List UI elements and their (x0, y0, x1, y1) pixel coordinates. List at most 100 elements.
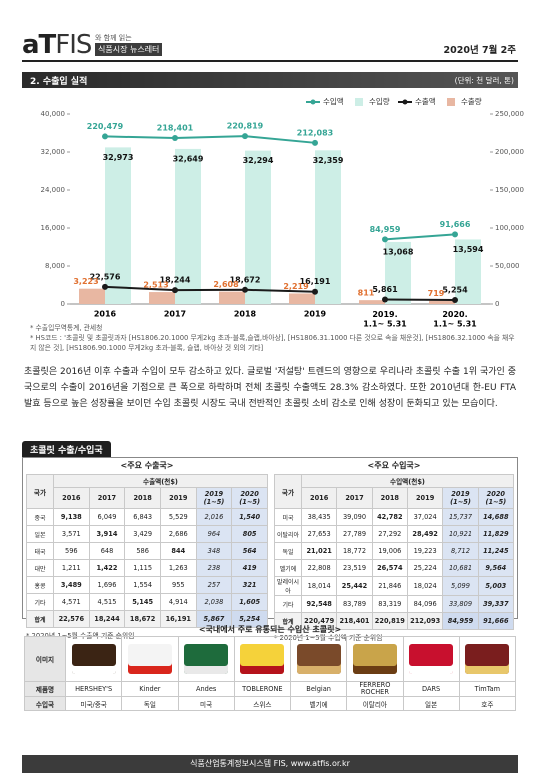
table-row: 독일 21,021 18,772 19,006 19,223 8,712 11,245 (274, 542, 515, 560)
data-label: 220,819 (227, 122, 264, 131)
table-cell: 2,686 (159, 525, 197, 543)
x-tick-label: 2018 (234, 310, 257, 319)
legend-label: 수입액 (323, 96, 344, 106)
legend-label: 수입량 (369, 97, 390, 106)
table-cell: 1,115 (124, 559, 161, 577)
line (384, 233, 456, 241)
y2-tick-label: 250,000 (495, 110, 524, 118)
product-image (127, 644, 172, 674)
bar (149, 292, 175, 304)
section-bar (22, 72, 518, 88)
table-cell: 1,422 (88, 559, 126, 577)
table-cell: 4,571 (53, 593, 90, 611)
row-header: 중국 (26, 508, 54, 526)
header-row: 국가 수출액(천$) (26, 474, 268, 509)
table-cell: 15,737 (442, 508, 479, 526)
row-header: 일본 (26, 525, 54, 543)
table-cell: 18,772 (336, 542, 373, 560)
body-paragraph: 초콜릿은 2016년 이후 수출과 수입이 모두 감소하고 있다. 글로벌 '저… (24, 367, 516, 409)
table-cell: 83,789 (336, 595, 373, 613)
data-label: 719 (428, 289, 445, 298)
header-row: 국가 수입액(천$) (274, 474, 514, 509)
table-cell: 4,914 (159, 593, 197, 611)
table-cell: 5,254 (231, 610, 268, 628)
table-cell: 16,191 (159, 610, 197, 628)
table-cell: 4,515 (88, 593, 126, 611)
y2-tick-label: 0 (495, 300, 499, 308)
table-cell: 3,429 (124, 525, 161, 543)
bar (385, 241, 411, 304)
row-header: 말레이시아 (274, 576, 302, 596)
value-header: 수출액(천$) (53, 474, 268, 488)
product-name: DARS (402, 681, 460, 697)
table-row: 벨기에 22,808 23,519 26,574 25,224 10,681 9,564 (274, 559, 515, 577)
table-cell: 6,843 (124, 508, 161, 526)
table-cell: 38,435 (300, 508, 338, 526)
table-cell: 5,529 (159, 508, 197, 526)
data-label: 5,254 (442, 286, 468, 295)
row-header: 미국 (274, 508, 302, 526)
y-tick-label: 16,000 (41, 224, 66, 232)
section-title: 2. 수출입 실적 (30, 77, 88, 87)
data-label: 18,672 (230, 275, 261, 284)
country-header: 국가 (274, 474, 302, 509)
product-name: Belgian (289, 681, 348, 697)
table-cell: 238 (195, 559, 233, 577)
legend-item: 수출량 (447, 96, 482, 106)
product-image-cell (233, 636, 292, 682)
table-row: 대만 1,211 1,422 1,115 1,263 238 419 (26, 559, 268, 577)
line-marker (172, 135, 178, 142)
bar (315, 150, 341, 304)
table-cell: 5,145 (124, 593, 161, 611)
tables-box (22, 457, 518, 619)
table-cell: 596 (53, 542, 90, 560)
table-cell: 564 (231, 542, 268, 560)
row-header: 태국 (26, 542, 54, 560)
row-header: 대만 (26, 559, 54, 577)
product-name: HERSHEY'S (64, 681, 123, 697)
product-image (296, 644, 341, 674)
country-table: 국가 수출액(천$) 2016 2017 2018 2019 2019 (1~5) 2020 … (26, 474, 268, 628)
table-row: 합계 22,576 18,244 18,672 16,191 5,867 5,254 (26, 610, 268, 628)
table-cell: 586 (124, 542, 161, 560)
product-image-cell (458, 636, 517, 682)
table-cell: 25,442 (336, 576, 373, 596)
year-header: 2018 (124, 487, 161, 509)
data-label: 13,594 (453, 245, 484, 254)
y-tick-label: 24,000 (41, 186, 66, 194)
data-label: 2,608 (213, 280, 239, 289)
table-row: 태국 596 648 586 844 348 564 (26, 542, 268, 560)
data-label: 218,401 (157, 124, 194, 133)
product-name: TimTam (458, 681, 517, 697)
table-cell: 348 (195, 542, 233, 560)
note: * HS코드 : '초콜릿 및 초콜릿과자 [HS1806.20.1000 무게… (30, 334, 515, 352)
unit-label: (단위: 천 달러, 톤) (454, 76, 514, 85)
newsletter-name: 식품시장 뉴스레터 (95, 43, 163, 56)
product-image (409, 644, 454, 674)
row-header: 벨기에 (274, 559, 302, 577)
row-header: 기타 (274, 595, 302, 613)
table-cell: 42,782 (371, 508, 408, 526)
table-cell: 33,809 (442, 595, 479, 613)
row-header: 기타 (26, 593, 54, 611)
table-cell: 9,564 (477, 559, 515, 577)
line-marker (242, 286, 248, 293)
line-marker (312, 139, 318, 146)
table-cell: 39,090 (336, 508, 373, 526)
table-cell: 1,263 (159, 559, 197, 577)
table-cell: 3,571 (53, 525, 90, 543)
table-cell: 1,554 (124, 576, 161, 594)
table-cell: 1,605 (231, 593, 268, 611)
x-tick-label: 2019. 1.1~ 5.31 (363, 310, 407, 329)
table-cell: 5,099 (442, 576, 479, 596)
year-header: 2019 (1~5) (442, 487, 479, 509)
year-header: 2020 (1~5) (477, 487, 515, 509)
line-marker (102, 133, 108, 140)
legend-swatch (447, 98, 455, 106)
year-header: 2019 (159, 487, 197, 509)
table-title: <주요 수입국> (367, 461, 421, 470)
row-header: 홍콩 (26, 576, 54, 594)
table-cell: 91,666 (477, 612, 515, 630)
table-cell: 257 (195, 576, 233, 594)
